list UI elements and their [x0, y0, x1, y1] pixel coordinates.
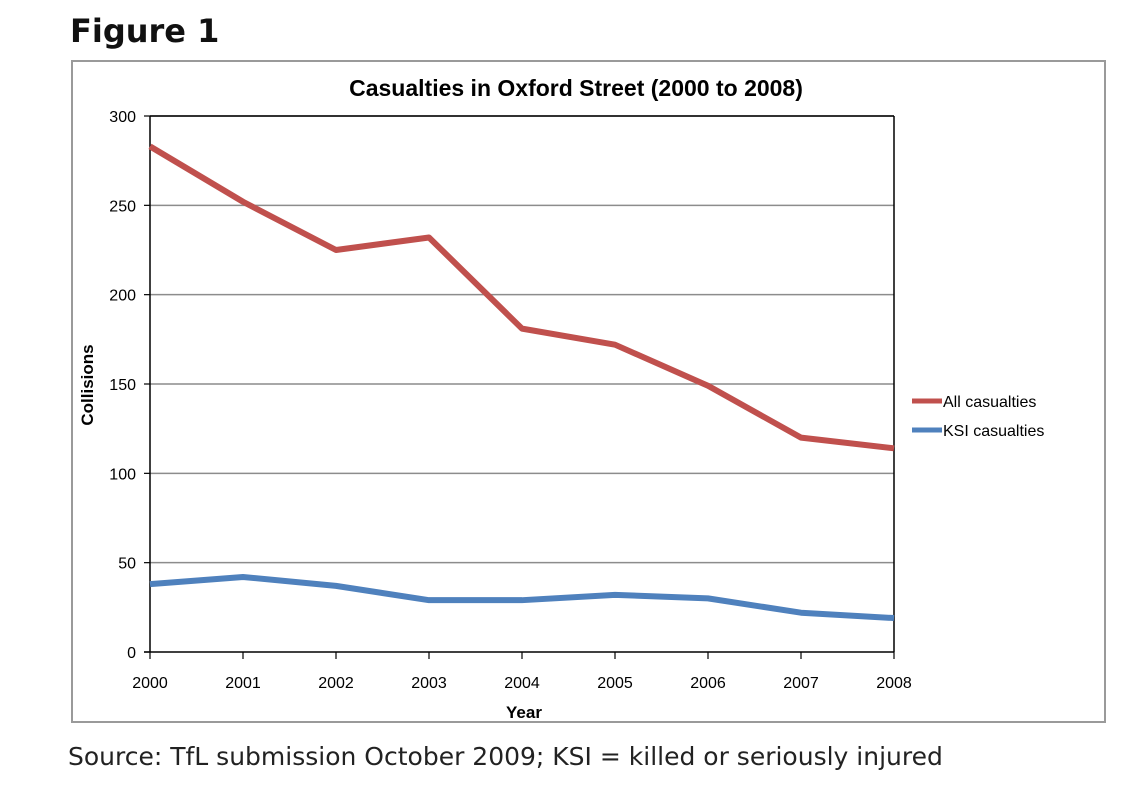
- series-lines: [148, 143, 895, 622]
- x-tick-label: 2004: [504, 675, 540, 692]
- y-tick-label: 200: [109, 288, 136, 305]
- x-tick-label: 2001: [225, 675, 261, 692]
- legend-label: All casualties: [943, 394, 1036, 411]
- axes: [144, 115, 895, 659]
- x-tick-label: 2006: [690, 675, 726, 692]
- y-tick-label: 300: [109, 109, 136, 126]
- series-line-all-casualties: [148, 143, 895, 452]
- y-tick-label: 0: [127, 645, 136, 662]
- legend: All casualties KSI casualties: [912, 394, 1044, 440]
- y-tick-label: 150: [109, 377, 136, 394]
- x-tick-label: 2008: [876, 675, 912, 692]
- x-tick-label: 2003: [411, 675, 447, 692]
- line-chart: Casualties in Oxford Street (2000 to 200…: [78, 75, 1044, 722]
- series-line-ksi-casualties: [149, 573, 895, 622]
- chart-frame: [71, 60, 1106, 723]
- x-tick-label: 2007: [783, 675, 819, 692]
- x-tick-label: 2000: [132, 675, 168, 692]
- y-tick-label: 100: [109, 466, 136, 483]
- figure-label: Figure 1: [70, 12, 220, 50]
- y-tick-labels: 0 50 100 150 200 250 300: [109, 109, 136, 662]
- gridlines: [150, 115, 894, 564]
- x-axis-title: Year: [506, 703, 542, 722]
- legend-label: KSI casualties: [943, 423, 1044, 440]
- x-tick-label: 2005: [597, 675, 633, 692]
- chart-title: Casualties in Oxford Street (2000 to 200…: [349, 75, 803, 101]
- y-tick-label: 250: [109, 198, 136, 215]
- x-tick-labels: 2000 2001 2002 2003 2004 2005 2006 2007 2008: [132, 675, 912, 692]
- y-tick-label: 50: [118, 556, 136, 573]
- x-tick-label: 2002: [318, 675, 354, 692]
- source-note: Source: TfL submission October 2009; KSI…: [68, 742, 943, 771]
- y-axis-title: Collisions: [78, 344, 97, 425]
